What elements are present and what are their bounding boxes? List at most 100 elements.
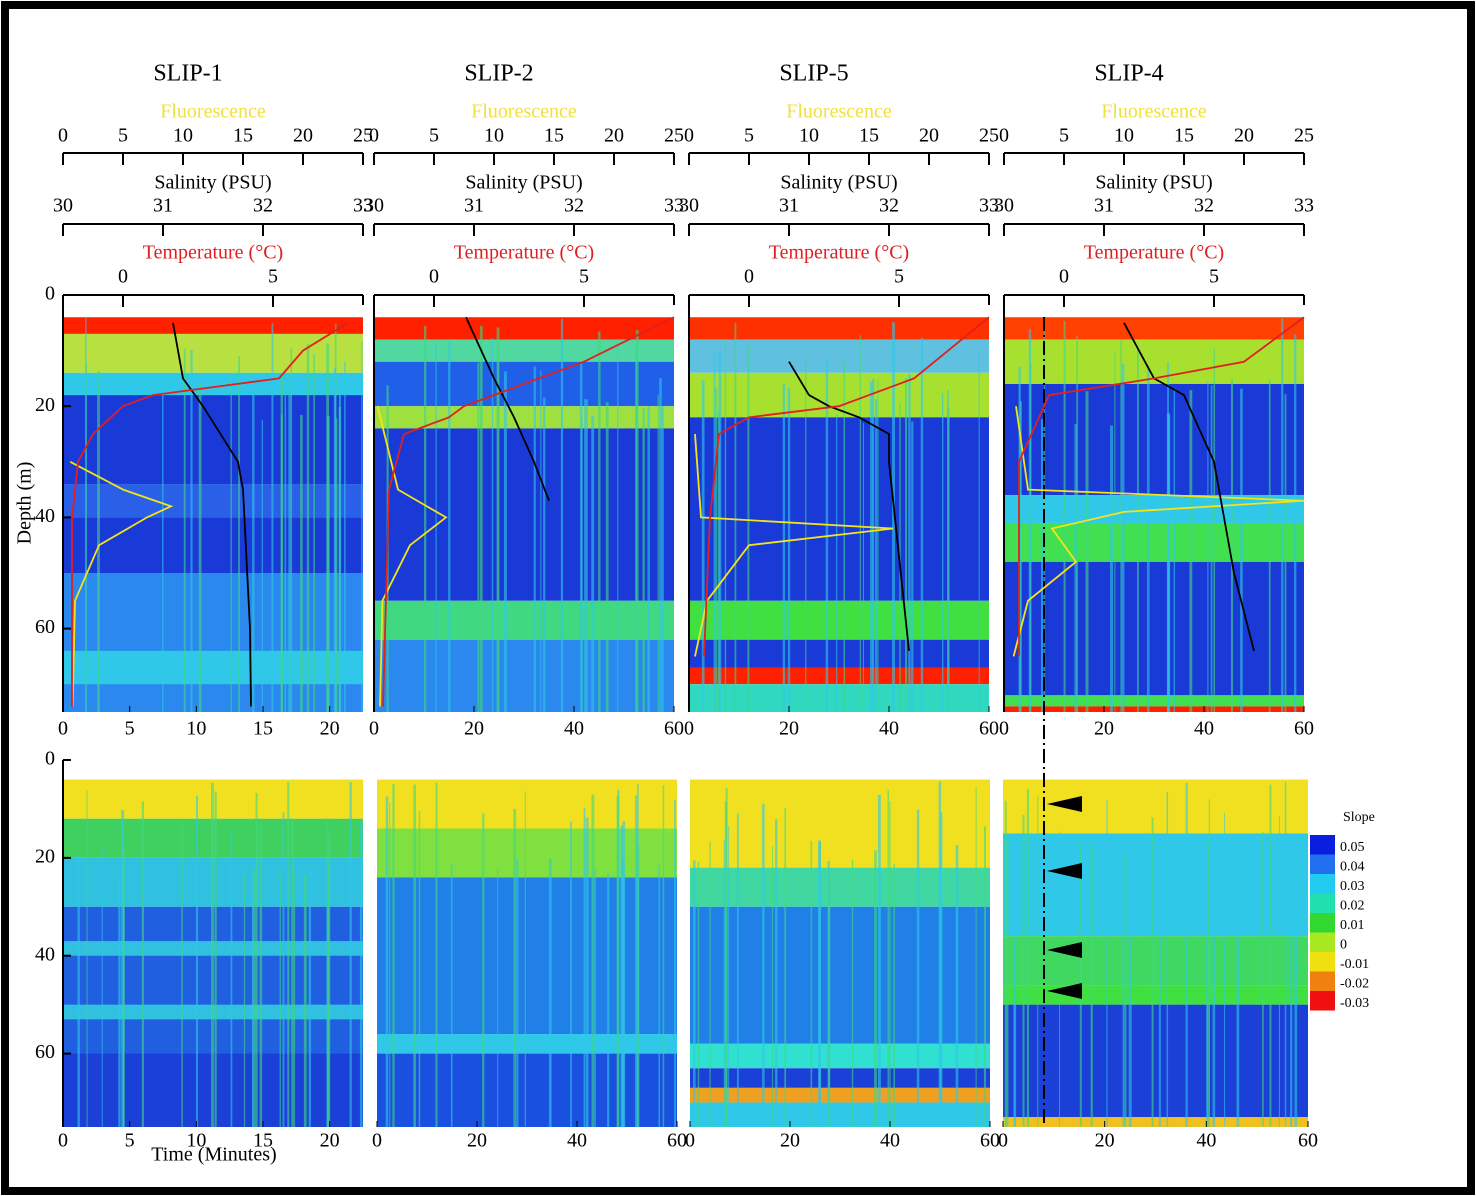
panel-title: SLIP-4	[1094, 61, 1163, 87]
tick-label: 32	[253, 195, 273, 217]
tick-label: 10	[1114, 125, 1134, 147]
tick-label: 30	[364, 195, 384, 217]
profile-line	[1123, 322, 1255, 652]
contour-band	[1004, 522, 1304, 562]
profile-line	[71, 322, 349, 707]
contour-band	[689, 600, 989, 640]
contour-band	[690, 1102, 990, 1127]
contour-band	[374, 406, 674, 429]
tick-label: 60	[667, 1130, 687, 1152]
tick-label: 0	[429, 266, 439, 288]
contour-band	[1003, 936, 1308, 986]
contour-band	[377, 1053, 677, 1127]
colorbar-swatch	[1310, 932, 1335, 952]
contour-band	[377, 1034, 677, 1054]
profile-line	[382, 316, 675, 707]
axis-title: Temperature (°C)	[1084, 242, 1224, 264]
tick-label: 20	[1095, 1130, 1115, 1152]
colorbar-title: Slope	[1343, 810, 1375, 825]
tick-label: 33	[979, 195, 999, 217]
tick-label: 20	[35, 394, 55, 416]
profile-line	[788, 361, 910, 651]
tick-label: 0	[685, 1130, 695, 1152]
tick-label: 60	[1294, 718, 1314, 740]
contour-band	[63, 333, 363, 373]
colorbar-swatch	[1310, 952, 1335, 972]
contour-band	[377, 779, 677, 829]
contour-band	[1004, 317, 1304, 340]
tick-label: 20	[35, 845, 55, 867]
contour-band	[689, 339, 989, 373]
tick-label: 5	[268, 266, 278, 288]
profile-line	[1012, 406, 1305, 657]
tick-label: 0	[1059, 266, 1069, 288]
tick-label: 20	[604, 125, 624, 147]
tick-label: 0	[118, 266, 128, 288]
tick-label: 20	[1094, 718, 1114, 740]
tick-label: 10	[186, 1130, 206, 1152]
colorbar-label: -0.03	[1340, 996, 1369, 1011]
contour-band	[1004, 383, 1304, 496]
contour-band	[377, 828, 677, 878]
tick-label: 0	[369, 125, 379, 147]
tick-label: 0	[58, 718, 68, 740]
tick-label: 30	[994, 195, 1014, 217]
profile-line	[172, 322, 252, 707]
contour-band	[1003, 1004, 1308, 1118]
contour-band	[63, 650, 363, 685]
contour-band	[63, 372, 363, 396]
tick-label: 32	[564, 195, 584, 217]
colorbar-label: 0.01	[1340, 918, 1365, 933]
axis-title: Temperature (°C)	[143, 242, 283, 264]
tick-label: 30	[53, 195, 73, 217]
contour-band	[63, 317, 363, 334]
contour-band	[690, 1068, 990, 1088]
axis-title: Salinity (PSU)	[780, 172, 897, 194]
tick-label: 25	[664, 125, 684, 147]
tick-label: 15	[233, 125, 253, 147]
tick-label: 20	[919, 125, 939, 147]
colorbar-swatch	[1310, 874, 1335, 894]
tick-label: 5	[1059, 125, 1069, 147]
contour-band	[63, 395, 363, 485]
tick-label: 20	[320, 718, 340, 740]
tick-label: 33	[664, 195, 684, 217]
tick-label: 10	[799, 125, 819, 147]
colorbar-swatch	[1310, 854, 1335, 874]
tick-label: 5	[894, 266, 904, 288]
contour-band	[1003, 833, 1308, 937]
contour-band	[690, 1087, 990, 1103]
contour-band	[1004, 495, 1304, 523]
axis-title: Temperature (°C)	[454, 242, 594, 264]
panel-title: SLIP-2	[464, 61, 533, 87]
colorbar-swatch	[1310, 913, 1335, 933]
contour-band	[63, 517, 363, 573]
colorbar-label: -0.01	[1340, 957, 1369, 972]
tick-label: 32	[1194, 195, 1214, 217]
contour-band	[689, 417, 989, 601]
tick-label: 0	[744, 266, 754, 288]
tick-label: 31	[779, 195, 799, 217]
contour-band	[689, 684, 989, 712]
tick-label: 0	[45, 748, 55, 770]
tick-label: 0	[999, 125, 1009, 147]
colorbar-label: 0.04	[1340, 859, 1365, 874]
colorbar-label: 0	[1340, 937, 1347, 952]
profile-line	[703, 316, 990, 657]
contour-band	[1004, 561, 1304, 696]
contour-band	[1003, 1117, 1308, 1127]
tick-label: 5	[579, 266, 589, 288]
tick-label: 40	[1194, 718, 1214, 740]
tick-label: 5	[125, 718, 135, 740]
tick-label: 25	[1294, 125, 1314, 147]
tick-label: 60	[1298, 1130, 1318, 1152]
contour-band	[1004, 706, 1304, 712]
tick-label: 40	[880, 1130, 900, 1152]
tick-label: 31	[1094, 195, 1114, 217]
tick-label: 31	[464, 195, 484, 217]
tick-label: 25	[979, 125, 999, 147]
axis-title: Fluorescence	[786, 101, 892, 123]
tick-label: 60	[35, 1041, 55, 1063]
tick-label: 20	[1234, 125, 1254, 147]
